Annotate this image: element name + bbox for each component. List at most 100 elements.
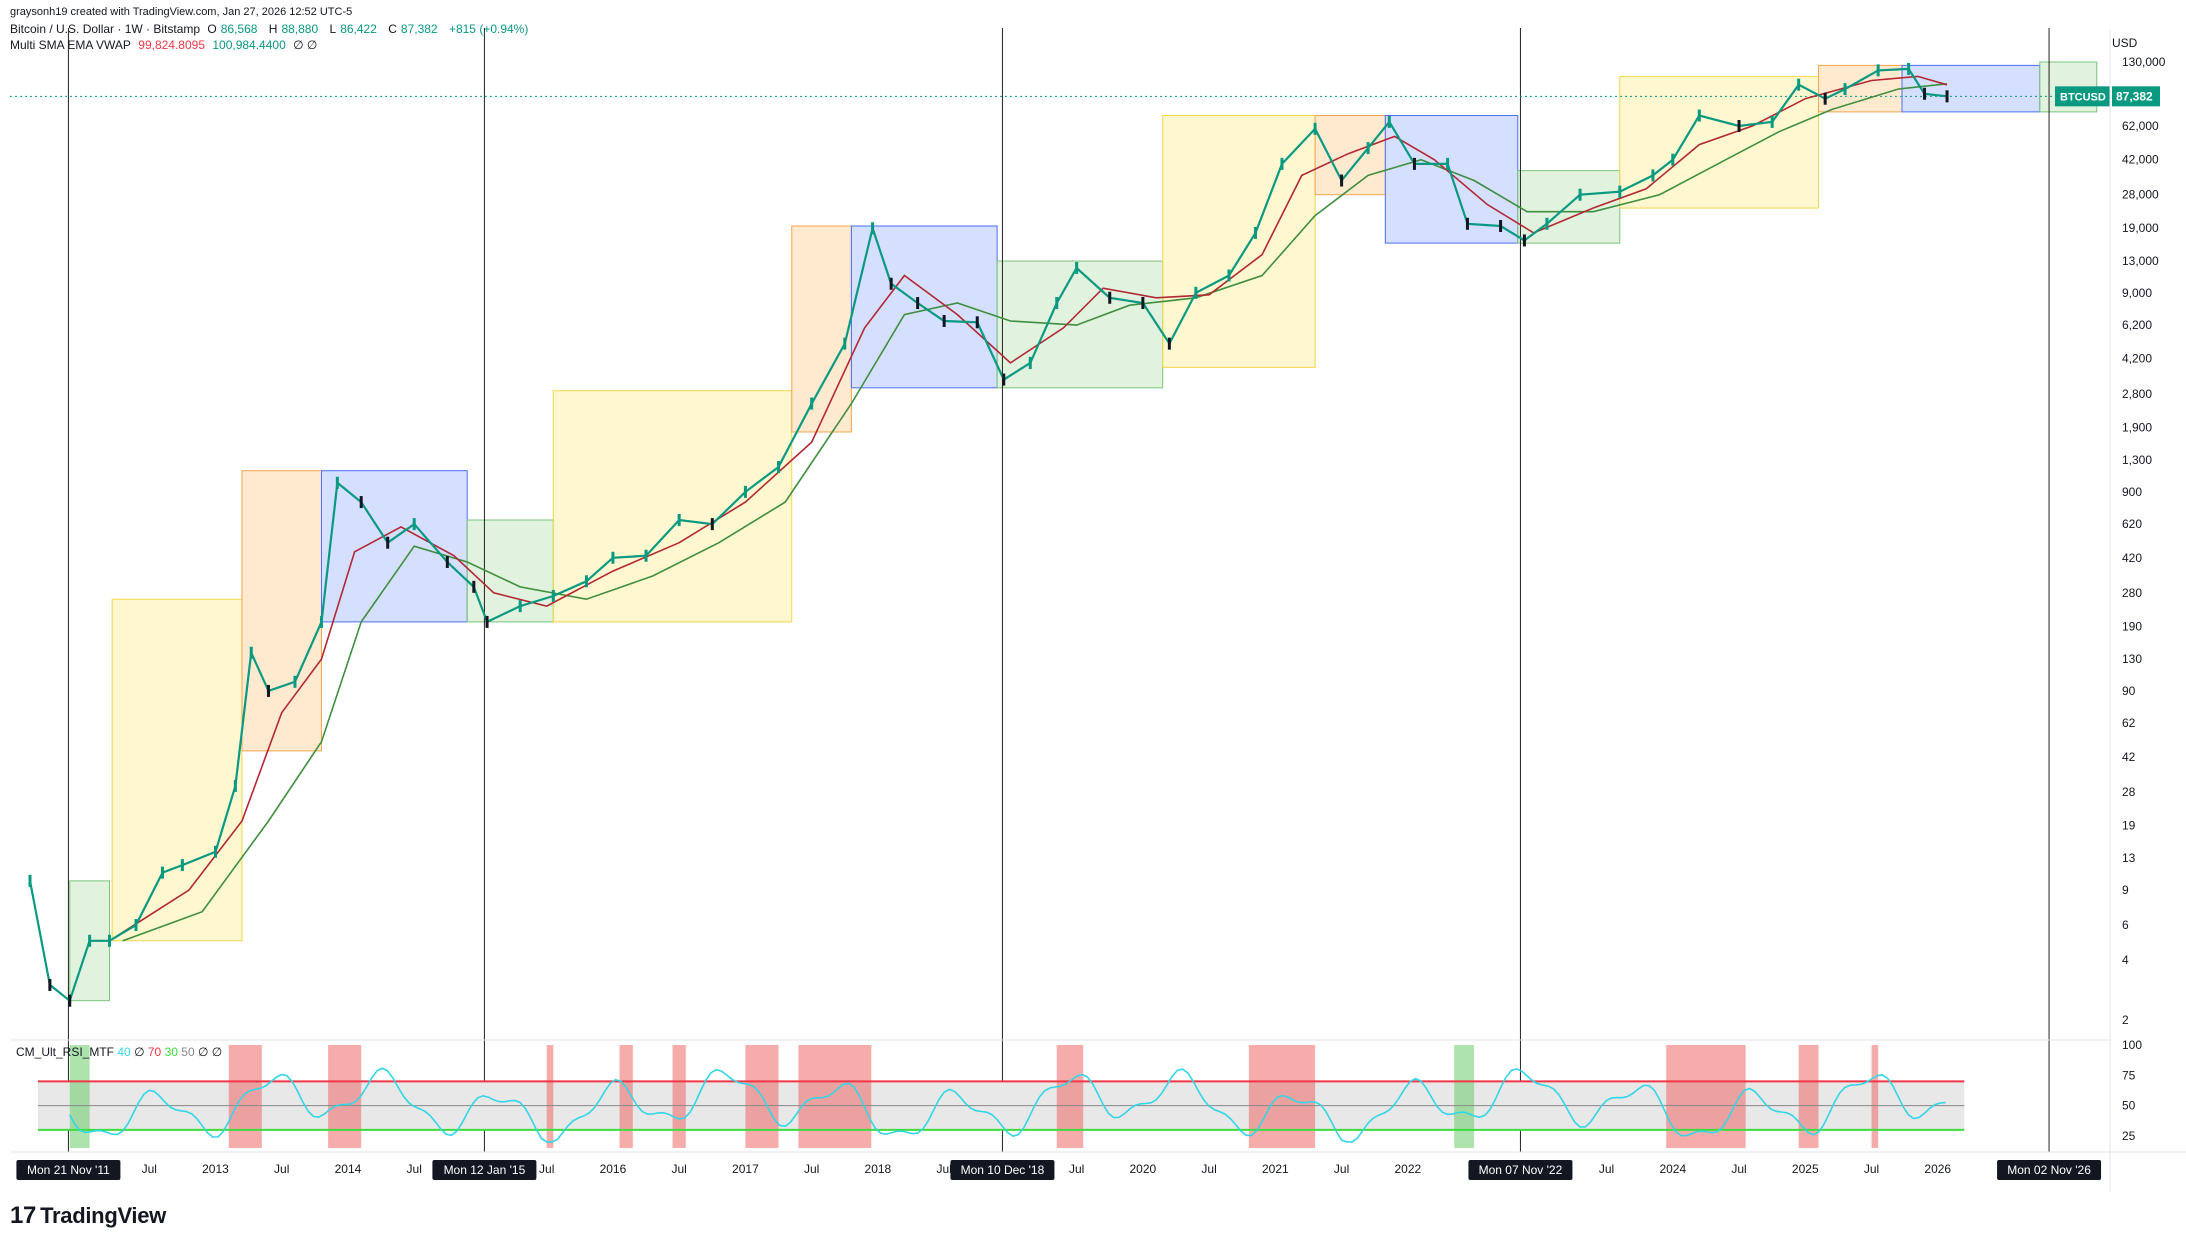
cycle-box — [111, 598, 243, 942]
rsi-zone — [69, 1045, 90, 1148]
time-tick-label: Jul — [142, 1162, 157, 1176]
candle — [293, 675, 297, 688]
candle — [1770, 115, 1774, 128]
candle — [1823, 92, 1827, 105]
time-tick-label: 2026 — [1924, 1162, 1951, 1176]
price-scale: 130,000 62,000 42,000 28,000 19,000 13,000 9,0… — [2055, 55, 2166, 1027]
price-tick-label: 42,000 — [2122, 153, 2159, 167]
candle — [233, 779, 237, 792]
time-tick-label: Jul — [1069, 1162, 1084, 1176]
price-tick-label: 13,000 — [2122, 254, 2159, 268]
candle — [48, 978, 52, 991]
cycle-box — [1162, 115, 1316, 368]
time-tick-label: Jul — [804, 1162, 819, 1176]
rsi-val-1: 40 — [117, 1045, 131, 1059]
indicator-tail: ∅ ∅ — [293, 38, 318, 52]
price-tick-label: 130,000 — [2122, 55, 2166, 69]
price-tick-label: 62,000 — [2122, 119, 2159, 133]
time-tick-label: Jul — [936, 1162, 951, 1176]
candle — [611, 551, 615, 564]
candle — [1446, 157, 1450, 170]
rsi-name: CM_Ult_RSI_MTF — [16, 1045, 115, 1059]
price-tick-label: 62 — [2122, 716, 2136, 730]
time-tick-label: Jul — [407, 1162, 422, 1176]
rsi-val-7: ∅ — [211, 1045, 223, 1059]
candle — [1002, 373, 1006, 386]
tv-logo-icon: 17 — [10, 1202, 37, 1229]
candle — [1227, 269, 1231, 282]
price-tick-label: 280 — [2122, 586, 2142, 600]
rsi-zone — [1666, 1045, 1746, 1148]
price-tick-label: 2,800 — [2122, 387, 2152, 401]
rsi-legend[interactable]: CM_Ult_RSI_MTF 40 ∅ 70 30 50 ∅ ∅ — [16, 1045, 222, 1059]
candle — [743, 485, 747, 498]
time-tick-label: 2018 — [865, 1162, 892, 1176]
rsi-val-2: ∅ — [134, 1045, 145, 1059]
candle — [335, 476, 339, 489]
cycle-box — [1314, 115, 1386, 196]
candle — [249, 646, 253, 659]
price-tick-label: 13 — [2122, 851, 2136, 865]
price-tick-label: 28,000 — [2122, 188, 2159, 202]
candle — [472, 580, 476, 593]
time-tick-label: 2022 — [1394, 1162, 1421, 1176]
price-tick-label: 620 — [2122, 517, 2142, 531]
candle — [1412, 157, 1416, 170]
time-marker-badge — [950, 1160, 1055, 1180]
time-marker-badge — [1997, 1160, 2102, 1180]
candle — [710, 518, 714, 531]
indicator-value-1: 99,824.8095 — [138, 38, 205, 52]
last-price-text: 87,382 — [2116, 89, 2153, 103]
candle — [1797, 78, 1801, 91]
candle — [1522, 234, 1526, 247]
rsi-zone — [1798, 1045, 1819, 1148]
sma-fast-line — [109, 75, 1948, 942]
candle — [1340, 174, 1344, 187]
candle — [266, 684, 270, 697]
cycle-lines — [10, 28, 2110, 1152]
candle — [1499, 219, 1503, 232]
time-tick-label: 2021 — [1262, 1162, 1289, 1176]
candle — [584, 575, 588, 588]
price-tick-label: 42 — [2122, 750, 2136, 764]
currency-label[interactable]: USD — [2112, 36, 2138, 50]
candle — [975, 316, 979, 329]
cycle-box — [466, 519, 554, 623]
candle — [28, 874, 32, 887]
candle — [1651, 169, 1655, 182]
tradingview-logo[interactable]: 17 TradingView — [10, 1202, 166, 1230]
time-tick-label: 2016 — [600, 1162, 627, 1176]
price-tick-label: 6,200 — [2122, 318, 2152, 332]
candle — [1876, 64, 1880, 77]
candle — [319, 615, 323, 628]
candle — [942, 314, 946, 327]
price-tick-label: 19,000 — [2122, 221, 2159, 235]
candle — [1194, 286, 1198, 299]
time-tick-label: 2020 — [1130, 1162, 1157, 1176]
cycle-box — [1901, 64, 2041, 113]
candle — [1737, 120, 1741, 133]
candle — [1055, 297, 1059, 310]
rsi-tick-label: 75 — [2122, 1068, 2136, 1082]
rsi-zone — [228, 1045, 262, 1148]
price-tick-label: 1,300 — [2122, 453, 2152, 467]
rsi-zone — [672, 1045, 686, 1148]
candle — [88, 934, 92, 947]
rsi-val-5: 50 — [181, 1045, 195, 1059]
cycle-box — [320, 470, 468, 623]
candle — [551, 589, 555, 602]
candle — [810, 397, 814, 410]
time-marker-badge — [432, 1160, 537, 1180]
indicator-value-2: 100,984.4400 — [212, 38, 286, 52]
indicator-legend[interactable]: Multi SMA EMA VWAP 99,824.8095 100,984.4… — [10, 38, 321, 52]
cycle-box — [1818, 64, 1903, 113]
time-tick-label: 2024 — [1659, 1162, 1686, 1176]
rsi-zone — [1454, 1045, 1475, 1148]
price-tick-label: 1,900 — [2122, 420, 2152, 434]
time-marker-label: Mon 02 Nov '26 — [2007, 1163, 2091, 1177]
rsi-zone — [546, 1045, 554, 1148]
time-marker-label: Mon 10 Dec '18 — [961, 1163, 1045, 1177]
candle — [1313, 122, 1317, 135]
